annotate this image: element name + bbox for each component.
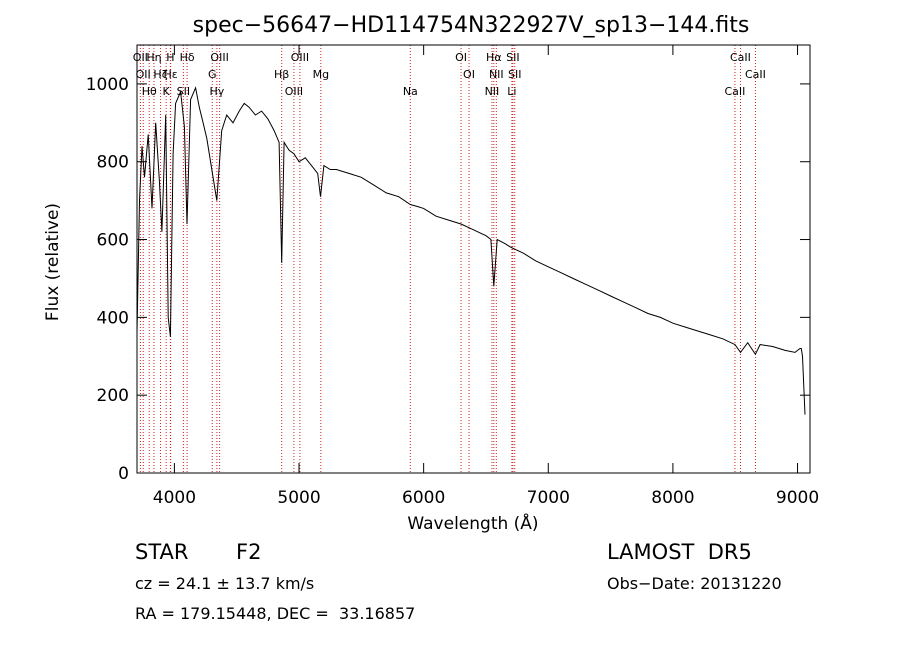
- y-tick-label: 800: [97, 153, 129, 173]
- spectral-lines-layer: [139, 45, 756, 473]
- object-class: STAR: [135, 540, 189, 564]
- spectral-line-label: Hδ: [180, 51, 195, 64]
- chart-title: spec−56647−HD114754N322927V_sp13−144.fit…: [193, 13, 750, 38]
- survey-name: LAMOST DR5: [607, 540, 752, 564]
- spectral-line-label: Na: [403, 85, 418, 98]
- spectral-line-label: NII: [489, 68, 504, 81]
- spectral-line-label: CaII: [730, 51, 751, 64]
- spectral-line-labels: OIIOIIHθHηHζKHHεSIIHδGHγOIIIHβOIIIOIIIMg…: [133, 51, 766, 98]
- spectral-line-label: OIII: [291, 51, 309, 64]
- y-axis-label: Flux (relative): [43, 203, 63, 321]
- spectral-line-label: Hθ: [142, 85, 157, 98]
- spectral-line-label: Li: [507, 85, 516, 98]
- spectral-line-label: CaII: [745, 68, 766, 81]
- spectral-line-label: Hβ: [274, 68, 289, 81]
- spectral-line-label: G: [208, 68, 217, 81]
- spectral-line-label: SII: [508, 68, 521, 81]
- spectral-line-label: OI: [455, 51, 467, 64]
- y-tick-label: 200: [97, 386, 129, 406]
- spectral-line-label: CaII: [725, 85, 746, 98]
- axis-ticks: 4000 5000 6000 7000 8000 9000 0 200 400 600 800 100…: [86, 45, 819, 508]
- x-tick-label: 8000: [651, 488, 694, 508]
- spectral-line-label: OIII: [210, 51, 228, 64]
- spectral-line-label: Hα: [486, 51, 502, 64]
- x-tick-label: 4000: [153, 488, 196, 508]
- spectral-line-label: H: [166, 51, 174, 64]
- spectral-line-label: NII: [485, 85, 500, 98]
- spectral-line-label: SII: [177, 85, 190, 98]
- plot-frame: [136, 44, 811, 474]
- spectral-line-label: Mg: [313, 68, 329, 81]
- spectral-line-label: Hη: [146, 51, 161, 64]
- x-tick-label: 6000: [402, 488, 445, 508]
- spectral-line-label: Hγ: [209, 85, 224, 98]
- x-tick-label: 9000: [776, 488, 819, 508]
- coordinates: RA = 179.15448, DEC = 33.16857: [135, 604, 416, 623]
- redshift-cz: cz = 24.1 ± 13.7 km/s: [135, 574, 315, 593]
- spectrum-series-line: [136, 86, 806, 415]
- spectral-line-label: SII: [506, 51, 519, 64]
- object-subclass: F2: [236, 540, 262, 564]
- y-tick-label: 1000: [86, 75, 129, 95]
- x-tick-label: 7000: [527, 488, 570, 508]
- x-axis-label: Wavelength (Å): [407, 512, 538, 534]
- spectral-line-label: OI: [463, 68, 475, 81]
- spectral-line-label: OIII: [285, 85, 303, 98]
- spectral-line-label: Hε: [164, 68, 178, 81]
- observation-date: Obs−Date: 20131220: [607, 574, 782, 593]
- spectral-line-label: K: [163, 85, 171, 98]
- spectral-line-label: OII: [136, 68, 151, 81]
- y-tick-label: 600: [97, 231, 129, 251]
- x-tick-label: 5000: [277, 488, 320, 508]
- y-tick-label: 0: [118, 464, 129, 484]
- spectral-line-label: Hζ: [153, 68, 167, 81]
- y-tick-label: 400: [97, 308, 129, 328]
